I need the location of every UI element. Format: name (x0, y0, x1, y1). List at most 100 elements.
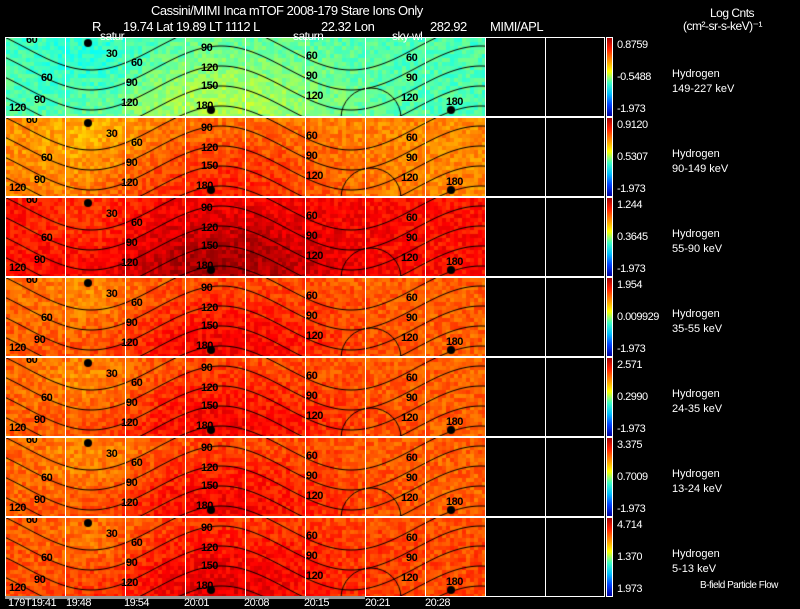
contour-label: 60 (306, 130, 317, 142)
contour-label: 180 (446, 336, 463, 348)
grid-line (245, 438, 246, 516)
contour-label: 60 (406, 52, 417, 64)
contour-label: 90 (406, 392, 417, 404)
contour-label: 30 (106, 288, 117, 300)
contour-label: 60 (131, 57, 142, 69)
marker-satur: satur (100, 30, 124, 42)
contour-label: 90 (306, 230, 317, 242)
panel-energy: 149-227 keV (672, 82, 734, 97)
contour-label: 180 (446, 96, 463, 108)
panel-label: Hydrogen 24-35 keV (672, 387, 722, 417)
colorbar-max-label: 0.9120 (617, 119, 648, 131)
lon-label: 22.32 Lon (321, 21, 374, 33)
contour-label: 180 (196, 580, 213, 592)
contour-label: 90 (34, 254, 45, 266)
contour-label: 60 (406, 452, 417, 464)
contour-label: 60 (131, 137, 142, 149)
panel-species: Hydrogen (672, 147, 728, 162)
colorbar-mid-label: 0.3645 (617, 231, 648, 243)
grid-line (545, 278, 546, 356)
contour-label: 60 (306, 370, 317, 382)
contour-label: 150 (201, 160, 218, 172)
contour-label: 90 (126, 557, 137, 569)
grid-line (245, 278, 246, 356)
contour-label: 120 (306, 410, 323, 422)
contour-label: 90 (34, 334, 45, 346)
contour-label: 120 (306, 490, 323, 502)
panel-energy: 13-24 keV (672, 482, 722, 497)
grid-line (365, 438, 366, 516)
grid-line (545, 438, 546, 516)
colorbar (606, 37, 613, 117)
contour-label: 120 (201, 542, 218, 554)
contour-label: 120 (201, 462, 218, 474)
grid-line (425, 278, 426, 356)
panel-species: Hydrogen (672, 547, 720, 562)
contour-label: 90 (34, 414, 45, 426)
panel-energy: 35-55 keV (672, 322, 722, 337)
contour-label: 180 (446, 176, 463, 188)
panel-label: Hydrogen 90-149 keV (672, 147, 728, 177)
contour-label: 30 (106, 208, 117, 220)
bfield-legend: B-field Particle Flow (700, 581, 778, 591)
contour-label: 90 (201, 42, 212, 54)
contour-label: 120 (121, 417, 138, 429)
orbit-info: 19.74 Lat 19.89 LT 1112 L (123, 21, 260, 33)
contour-label: 60 (306, 290, 317, 302)
panel-species: Hydrogen (672, 67, 734, 82)
x-tick-label: 20:21 (365, 598, 390, 609)
colorbar (606, 357, 613, 437)
grid-line (65, 198, 66, 276)
panel-species: Hydrogen (672, 387, 722, 402)
contour-label: 60 (41, 472, 52, 484)
contour-label: 60 (41, 72, 52, 84)
colorbar-mid-label: 0.2990 (617, 391, 648, 403)
contour-label: 30 (106, 368, 117, 380)
contour-label: 180 (196, 180, 213, 192)
contour-label: 120 (306, 330, 323, 342)
contour-label: 90 (406, 552, 417, 564)
contour-label: 90 (406, 312, 417, 324)
grid-line (185, 438, 186, 516)
contour-label: 60 (406, 212, 417, 224)
units-formula: (cm²-sr-s-keV)⁻¹ (683, 20, 762, 32)
contour-label: 150 (201, 400, 218, 412)
contour-label: 150 (201, 560, 218, 572)
grid-line (425, 198, 426, 276)
chart-title: Cassini/MIMI Inca mTOF 2008-179 Stare Io… (151, 5, 423, 17)
contour-label: 120 (121, 497, 138, 509)
contour-label: 90 (126, 237, 137, 249)
grid-line (545, 358, 546, 436)
contour-label: 60 (131, 377, 142, 389)
colorbar-min-label: -1.973 (617, 103, 645, 115)
contour-label: 90 (306, 390, 317, 402)
contour-label: 120 (201, 302, 218, 314)
contour-label: 120 (401, 92, 418, 104)
contour-label: 60 (26, 117, 37, 126)
grid-line (185, 278, 186, 356)
grid-line (485, 518, 486, 596)
contour-label: 180 (446, 576, 463, 588)
contour-label: 90 (201, 202, 212, 214)
contour-label: 60 (406, 292, 417, 304)
colorbar-min-label: 1.973 (617, 583, 642, 595)
contour-label: 60 (131, 457, 142, 469)
contour-label: 120 (9, 342, 26, 354)
contour-label: 30 (106, 128, 117, 140)
contour-label: 60 (26, 277, 37, 286)
grid-line (365, 278, 366, 356)
panel-energy: 90-149 keV (672, 162, 728, 177)
grid-line (425, 438, 426, 516)
contour-label: 90 (406, 152, 417, 164)
contour-label: 120 (306, 250, 323, 262)
colorbar-mid-label: -0.5488 (617, 71, 651, 83)
colorbar-min-label: -1.973 (617, 503, 645, 515)
x-tick-label: 20:28 (425, 598, 450, 609)
grid-line (425, 38, 426, 116)
contour-label: 150 (201, 80, 218, 92)
contour-label: 90 (126, 397, 137, 409)
panel-label: Hydrogen 13-24 keV (672, 467, 722, 497)
panel-5-13keV: 60 30 60 90 120 60 90 120 90 120 150 180 60 90 120 60 90… (5, 517, 605, 597)
contour-label: 120 (9, 182, 26, 194)
colorbar-min-label: -1.973 (617, 343, 645, 355)
